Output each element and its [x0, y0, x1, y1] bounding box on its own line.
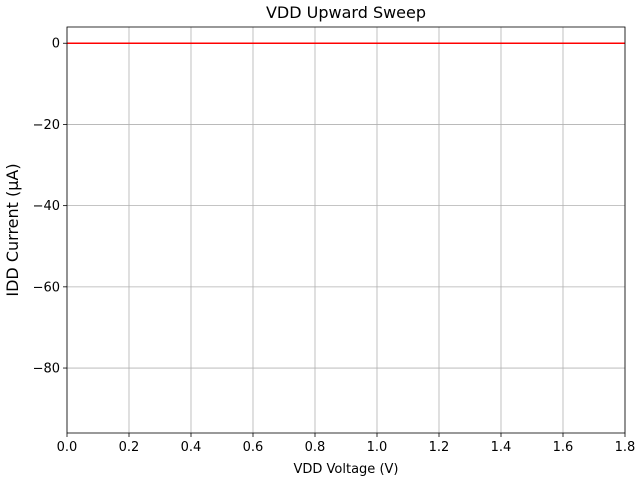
- x-tick-label: 0.2: [119, 440, 140, 455]
- x-tick-label: 1.8: [615, 440, 636, 455]
- y-tick-label: −60: [33, 280, 60, 295]
- x-tick-label: 0.6: [243, 440, 264, 455]
- y-tick-label: −40: [33, 199, 60, 214]
- y-tick-label: −80: [33, 362, 60, 377]
- x-tick-label: 1.2: [429, 440, 450, 455]
- x-tick-label: 1.4: [491, 440, 512, 455]
- x-axis: 0.0 0.2 0.4 0.6 0.8 1.0 1.2 1.4 1.6 1.8: [57, 433, 636, 455]
- grid: [66, 27, 626, 433]
- x-tick-label: 0.0: [57, 440, 78, 455]
- x-tick-label: 1.0: [367, 440, 388, 455]
- y-axis-label: IDD Current (µA): [3, 163, 22, 296]
- x-tick-label: 0.8: [305, 440, 326, 455]
- chart-title: VDD Upward Sweep: [266, 3, 426, 22]
- plot-frame: [66, 26, 626, 434]
- x-tick-label: 1.6: [553, 440, 574, 455]
- y-tick-label: −20: [33, 118, 60, 133]
- x-axis-label: VDD Voltage (V): [294, 462, 399, 477]
- x-tick-label: 0.4: [181, 440, 202, 455]
- y-axis: 0 −20 −40 −60 −80: [33, 37, 67, 377]
- y-tick-label: 0: [52, 37, 60, 52]
